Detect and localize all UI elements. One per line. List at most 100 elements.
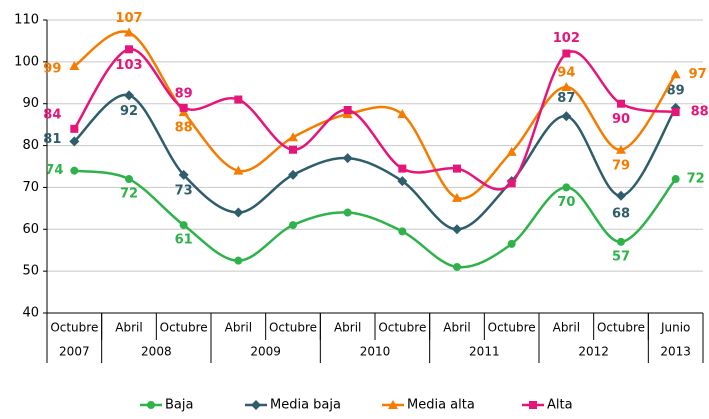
point <box>124 90 134 101</box>
data-label: 61 <box>175 233 193 248</box>
x-tick-label: Abril <box>443 321 470 335</box>
point <box>617 99 625 108</box>
data-label: 57 <box>612 249 630 264</box>
x-group-label: 2012 <box>578 345 609 359</box>
point <box>343 105 352 114</box>
x-tick-label: Abril <box>553 321 580 335</box>
point <box>343 208 352 217</box>
point <box>397 176 408 187</box>
legend-label: Baja <box>165 398 193 413</box>
x-tick-label: Octubre <box>160 321 208 335</box>
point <box>397 109 408 119</box>
data-label: 73 <box>175 183 193 198</box>
data-label: 81 <box>43 132 61 147</box>
point <box>506 146 517 156</box>
series-line <box>73 93 677 231</box>
point <box>388 400 398 409</box>
y-tick-label: 50 <box>22 264 39 279</box>
data-label: 70 <box>557 195 575 210</box>
x-group-label: 2013 <box>660 345 691 359</box>
point <box>289 145 297 154</box>
x-group-label: 2007 <box>59 345 90 359</box>
x-tick-label: Abril <box>115 321 142 335</box>
point <box>124 27 134 37</box>
legend-label: Alta <box>547 398 573 413</box>
y-tick-label: 40 <box>22 306 39 321</box>
x-tick-label: Octubre <box>378 321 426 335</box>
point <box>251 400 261 410</box>
point <box>561 81 572 91</box>
point <box>125 45 133 54</box>
point <box>562 49 571 58</box>
point <box>562 183 571 192</box>
legend-label: Media alta <box>407 398 475 413</box>
point <box>529 401 537 409</box>
point <box>342 153 353 164</box>
point <box>70 166 79 175</box>
point <box>671 175 680 184</box>
data-label: 102 <box>553 31 580 46</box>
data-label: 99 <box>43 62 61 77</box>
point <box>616 190 626 201</box>
x-tick-label: Abril <box>334 321 361 335</box>
x-tick-label: Octubre <box>269 321 317 335</box>
point <box>507 179 516 188</box>
point <box>69 136 80 147</box>
point <box>453 262 461 271</box>
y-tick-label: 100 <box>14 54 39 69</box>
point <box>179 221 188 230</box>
point <box>178 169 189 180</box>
point <box>70 124 79 133</box>
data-label: 79 <box>612 158 630 173</box>
point <box>69 61 80 71</box>
x-group-label: 2011 <box>469 345 500 359</box>
x-tick-label: Octubre <box>488 321 536 335</box>
point <box>452 192 462 202</box>
point <box>125 175 133 184</box>
x-tick-label: Octubre <box>597 321 645 335</box>
point <box>616 144 626 154</box>
point <box>670 69 681 79</box>
point <box>617 237 625 246</box>
y-tick-label: 110 <box>14 13 39 28</box>
data-label: 84 <box>43 107 61 122</box>
point <box>398 227 407 236</box>
point <box>561 111 572 122</box>
data-label: 92 <box>120 104 138 119</box>
point <box>179 103 188 112</box>
data-label: 97 <box>689 67 707 82</box>
point <box>233 207 244 218</box>
x-group-label: 2010 <box>360 345 391 359</box>
data-label: 94 <box>557 65 575 80</box>
point <box>452 224 462 235</box>
point <box>147 401 155 409</box>
data-label: 72 <box>120 187 138 202</box>
point <box>289 221 297 230</box>
data-label: 90 <box>612 112 630 127</box>
data-label: 74 <box>45 163 63 178</box>
point <box>234 95 243 104</box>
data-label: 107 <box>115 11 142 26</box>
point <box>288 169 298 180</box>
point <box>398 164 407 173</box>
x-tick-label: Octubre <box>50 321 98 335</box>
data-label: 89 <box>667 83 685 98</box>
point <box>234 256 243 265</box>
data-label: 88 <box>175 121 193 136</box>
point <box>453 164 461 173</box>
y-tick-label: 60 <box>22 222 39 237</box>
point <box>233 165 244 175</box>
data-label: 72 <box>687 172 705 187</box>
y-tick-label: 70 <box>22 180 39 195</box>
x-group-label: 2008 <box>141 345 172 359</box>
data-label: 68 <box>612 206 630 221</box>
x-tick-label: Abril <box>225 321 252 335</box>
data-label: 87 <box>557 91 575 106</box>
x-group-label: 2009 <box>250 345 281 359</box>
legend-label: Media baja <box>270 398 341 413</box>
data-label: 103 <box>115 58 142 73</box>
y-tick-label: 90 <box>22 96 39 111</box>
x-tick-label: Junio <box>660 321 690 335</box>
